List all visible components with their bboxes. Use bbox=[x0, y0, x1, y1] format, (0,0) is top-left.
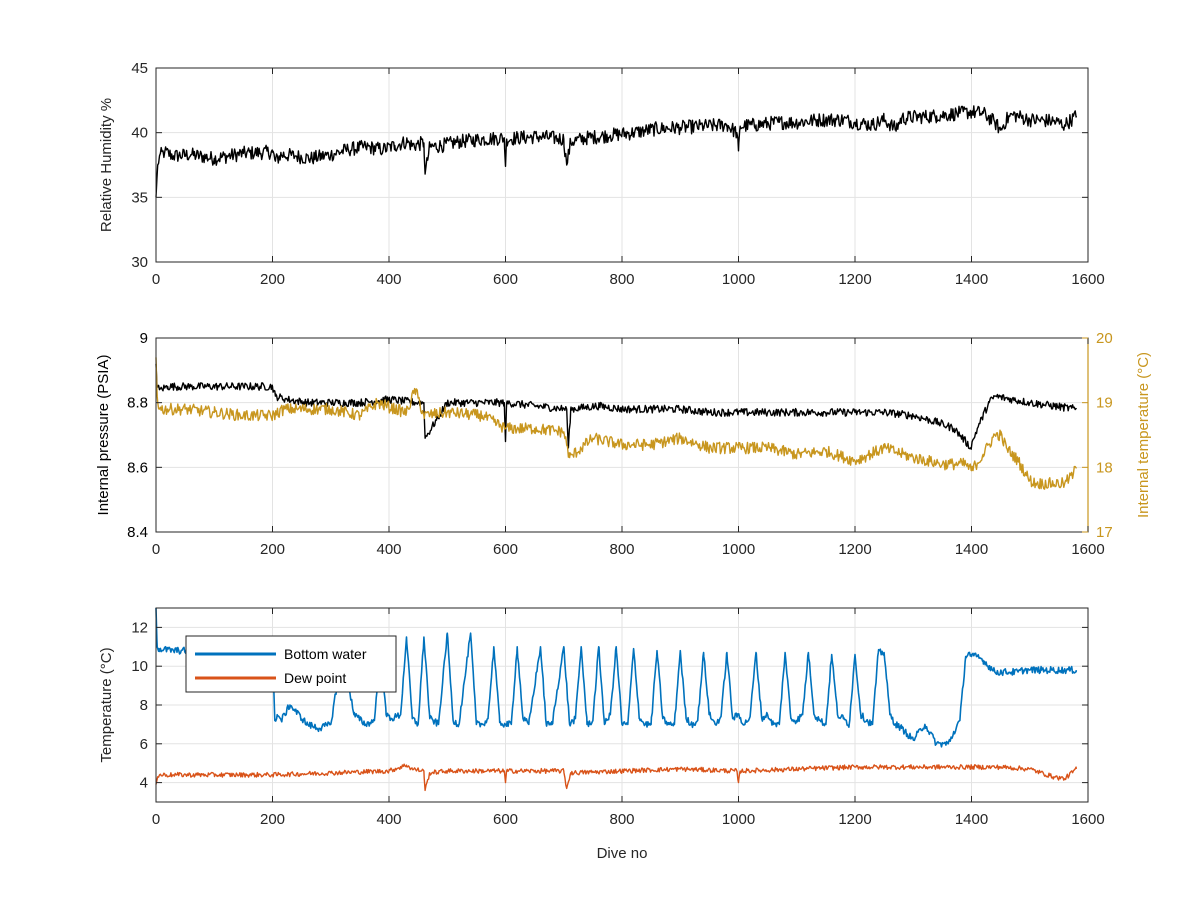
x-tick-label: 0 bbox=[152, 541, 160, 558]
pressure-x-ticks: 0 200 400 600 800 1000 1200 1400 1600 bbox=[152, 338, 1105, 558]
y-tick-label: 8.8 bbox=[127, 395, 148, 412]
legend-box bbox=[185, 635, 397, 693]
legend-dew-point-label: Dew point bbox=[284, 670, 346, 686]
y-tick-label: 45 bbox=[131, 60, 148, 77]
x-tick-label: 400 bbox=[376, 541, 401, 558]
x-tick-label: 1000 bbox=[722, 811, 755, 828]
x-tick-label: 400 bbox=[376, 271, 401, 288]
x-tick-label: 200 bbox=[260, 811, 285, 828]
x-tick-label: 600 bbox=[493, 811, 518, 828]
x-tick-label: 1600 bbox=[1071, 811, 1104, 828]
humidity-y-axis-label: Relative Humidity % bbox=[98, 98, 115, 232]
x-tick-label: 1000 bbox=[722, 271, 755, 288]
y-tick-label: 8.4 bbox=[127, 524, 148, 541]
y2-tick-label: 18 bbox=[1096, 459, 1113, 476]
x-axis-label: Dive no bbox=[597, 845, 648, 862]
x-tick-label: 1200 bbox=[838, 811, 871, 828]
legend: Bottom water Dew point bbox=[185, 635, 397, 693]
x-tick-label: 800 bbox=[609, 541, 634, 558]
y-tick-label: 9 bbox=[140, 330, 148, 347]
x-tick-label: 1200 bbox=[838, 541, 871, 558]
temperature-panel: 0 200 400 600 800 1000 1200 1400 1600 4 6 8 10 12 Te… bbox=[98, 607, 1105, 862]
y2-tick-label: 20 bbox=[1096, 330, 1113, 347]
temperature-series bbox=[155, 607, 1078, 792]
y-tick-label: 4 bbox=[140, 775, 148, 792]
x-tick-label: 400 bbox=[376, 811, 401, 828]
temperature-y-axis-label: Temperature (°C) bbox=[98, 647, 115, 762]
internal-temperature-y-ticks: 17 18 19 20 bbox=[1082, 330, 1113, 541]
x-tick-label: 1400 bbox=[955, 541, 988, 558]
humidity-y-ticks: 30 35 40 45 bbox=[131, 60, 1088, 271]
x-tick-label: 200 bbox=[260, 271, 285, 288]
x-tick-label: 1600 bbox=[1071, 271, 1104, 288]
y-tick-label: 8.6 bbox=[127, 459, 148, 476]
series-line-humidity-0 bbox=[155, 105, 1077, 198]
x-tick-label: 0 bbox=[152, 811, 160, 828]
series-line-bottom-water bbox=[155, 607, 1078, 748]
y-tick-label: 35 bbox=[131, 189, 148, 206]
pressure-y-ticks: 8.4 8.6 8.8 9 bbox=[127, 330, 162, 541]
x-tick-label: 1400 bbox=[955, 811, 988, 828]
x-tick-label: 1000 bbox=[722, 541, 755, 558]
x-tick-label: 200 bbox=[260, 541, 285, 558]
x-tick-label: 800 bbox=[609, 811, 634, 828]
x-tick-label: 1600 bbox=[1071, 541, 1104, 558]
y2-tick-label: 17 bbox=[1096, 524, 1113, 541]
x-tick-label: 600 bbox=[493, 271, 518, 288]
x-tick-label: 600 bbox=[493, 541, 518, 558]
legend-bottom-water-label: Bottom water bbox=[284, 646, 367, 662]
humidity-x-ticks: 0 200 400 600 800 1000 1200 1400 1600 bbox=[152, 68, 1105, 288]
y-tick-label: 40 bbox=[131, 125, 148, 142]
series-line-pressure-temperature-1 bbox=[155, 357, 1077, 490]
series-line-pressure-temperature-0 bbox=[155, 363, 1077, 450]
pressure-temperature-series bbox=[155, 357, 1077, 490]
y-tick-label: 30 bbox=[131, 254, 148, 271]
internal-temperature-y-axis-label: Internal temperature (°C) bbox=[1135, 352, 1152, 518]
x-tick-label: 1400 bbox=[955, 271, 988, 288]
y-tick-label: 8 bbox=[140, 697, 148, 714]
temperature-y-ticks: 4 6 8 10 12 bbox=[131, 619, 1088, 792]
x-tick-label: 800 bbox=[609, 271, 634, 288]
x-tick-label: 0 bbox=[152, 271, 160, 288]
y2-tick-label: 19 bbox=[1096, 395, 1113, 412]
temperature-x-ticks: 0 200 400 600 800 1000 1200 1400 1600 bbox=[152, 608, 1105, 828]
pressure-temperature-panel: 0 200 400 600 800 1000 1200 1400 1600 8.4 8.6 8.8 9… bbox=[95, 330, 1152, 558]
y-tick-label: 12 bbox=[131, 619, 148, 636]
y-tick-label: 6 bbox=[140, 736, 148, 753]
y-tick-label: 10 bbox=[131, 658, 148, 675]
pressure-y-axis-label: Internal pressure (PSIA) bbox=[95, 355, 112, 516]
series-line-dew-point bbox=[155, 763, 1077, 792]
humidity-series bbox=[155, 105, 1077, 198]
humidity-panel: 0 200 400 600 800 1000 1200 1400 1600 30 35 40 45 R… bbox=[98, 60, 1105, 288]
x-tick-label: 1200 bbox=[838, 271, 871, 288]
